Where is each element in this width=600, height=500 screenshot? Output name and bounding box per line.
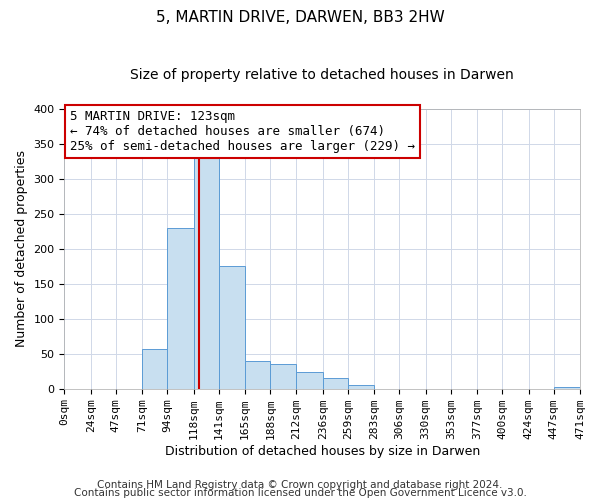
Text: 5, MARTIN DRIVE, DARWEN, BB3 2HW: 5, MARTIN DRIVE, DARWEN, BB3 2HW [155, 10, 445, 25]
Bar [348, 385, 374, 388]
Y-axis label: Number of detached properties: Number of detached properties [15, 150, 28, 348]
Text: 5 MARTIN DRIVE: 123sqm
← 74% of detached houses are smaller (674)
25% of semi-de: 5 MARTIN DRIVE: 123sqm ← 74% of detached… [70, 110, 415, 154]
Title: Size of property relative to detached houses in Darwen: Size of property relative to detached ho… [130, 68, 514, 82]
Bar [219, 266, 245, 388]
Bar [245, 361, 270, 388]
X-axis label: Distribution of detached houses by size in Darwen: Distribution of detached houses by size … [164, 444, 480, 458]
Bar [270, 364, 296, 388]
Bar [142, 349, 167, 389]
Bar [323, 378, 348, 388]
Text: Contains HM Land Registry data © Crown copyright and database right 2024.: Contains HM Land Registry data © Crown c… [97, 480, 503, 490]
Bar [167, 228, 194, 388]
Text: Contains public sector information licensed under the Open Government Licence v3: Contains public sector information licen… [74, 488, 526, 498]
Bar [194, 158, 219, 388]
Bar [296, 372, 323, 388]
